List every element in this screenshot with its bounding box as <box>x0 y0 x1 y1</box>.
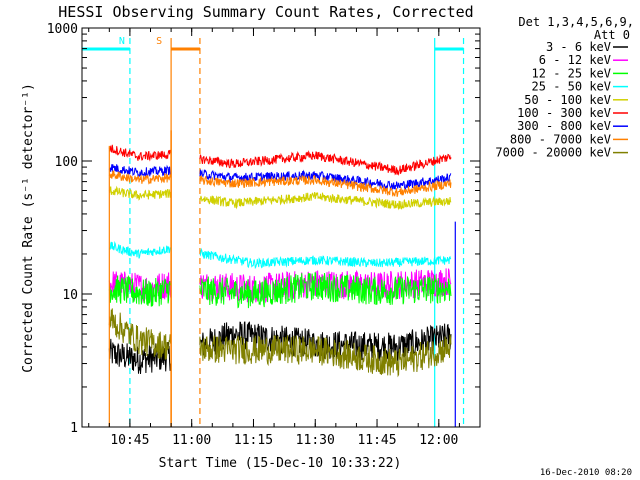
series-line-2-seg0 <box>108 274 172 307</box>
x-tick-label-2: 11:15 <box>234 433 273 448</box>
series-line-7-seg0 <box>108 170 172 185</box>
annotation-N-0: N <box>82 36 131 427</box>
axes: 10:45 11:00 11:15 11:30 11:45 12:00 1 10 100 1000 <box>47 22 481 448</box>
series-line-2-seg1 <box>199 272 452 309</box>
x-tick-label-3: 11:30 <box>296 433 335 448</box>
series-line-8-seg1 <box>199 334 452 378</box>
legend-label-0: 3 - 6 keV <box>546 40 611 54</box>
legend-label-7: 800 - 7000 keV <box>510 132 611 146</box>
legend-label-1: 6 - 12 keV <box>539 53 611 67</box>
legend-label-2: 12 - 25 keV <box>532 66 611 80</box>
footer-timestamp: 16-Dec-2010 08:20 <box>540 468 632 478</box>
y-tick-label-0: 1 <box>70 421 78 436</box>
chart-title: HESSI Observing Summary Count Rates, Cor… <box>58 3 473 21</box>
annotation-label: N <box>119 36 125 47</box>
series-8 <box>108 308 452 378</box>
legend-label-4: 50 - 100 keV <box>524 93 611 107</box>
series-line-3-seg1 <box>199 247 452 270</box>
y-axis-label: Corrected Count Rate (s⁻¹ detector⁻¹) <box>21 83 36 373</box>
x-tick-label-1: 11:00 <box>172 433 211 448</box>
annotation-N-1 <box>434 38 465 427</box>
series-4 <box>108 185 452 211</box>
y-tick-label-2: 100 <box>55 155 78 170</box>
legend-header-1: Det 1,3,4,5,6,9, <box>518 15 634 29</box>
legend-header-2: Att 0 <box>594 28 630 42</box>
series-5 <box>108 144 452 176</box>
series-line-4-seg1 <box>199 192 452 211</box>
series-line-4-seg0 <box>108 185 172 201</box>
annotation-S-2: S <box>156 36 201 427</box>
series-2 <box>108 272 452 309</box>
series-line-8-seg0 <box>108 308 172 360</box>
x-tick-label-4: 11:45 <box>357 433 396 448</box>
y-tick-label-3: 1000 <box>47 22 78 37</box>
legend-label-6: 300 - 800 keV <box>517 119 611 133</box>
series-line-5-seg1 <box>199 149 452 176</box>
series-line-5-seg0 <box>108 144 172 162</box>
legend-label-8: 7000 - 20000 keV <box>495 146 611 160</box>
plot-frame <box>81 27 481 428</box>
legend-label-5: 100 - 300 keV <box>517 106 611 120</box>
x-tick-label-5: 12:00 <box>419 433 458 448</box>
series-line-7-seg1 <box>199 174 452 198</box>
y-tick-label-1: 10 <box>62 288 78 303</box>
x-tick-label-0: 10:45 <box>110 433 149 448</box>
legend-label-3: 25 - 50 keV <box>532 80 611 94</box>
series-line-3-seg0 <box>108 240 172 259</box>
annotation-label: S <box>156 36 162 47</box>
series-3 <box>108 240 452 270</box>
series-line-0-seg0 <box>108 338 172 375</box>
x-axis-label: Start Time (15-Dec-10 10:33:22) <box>159 456 402 471</box>
series-7 <box>108 170 452 198</box>
